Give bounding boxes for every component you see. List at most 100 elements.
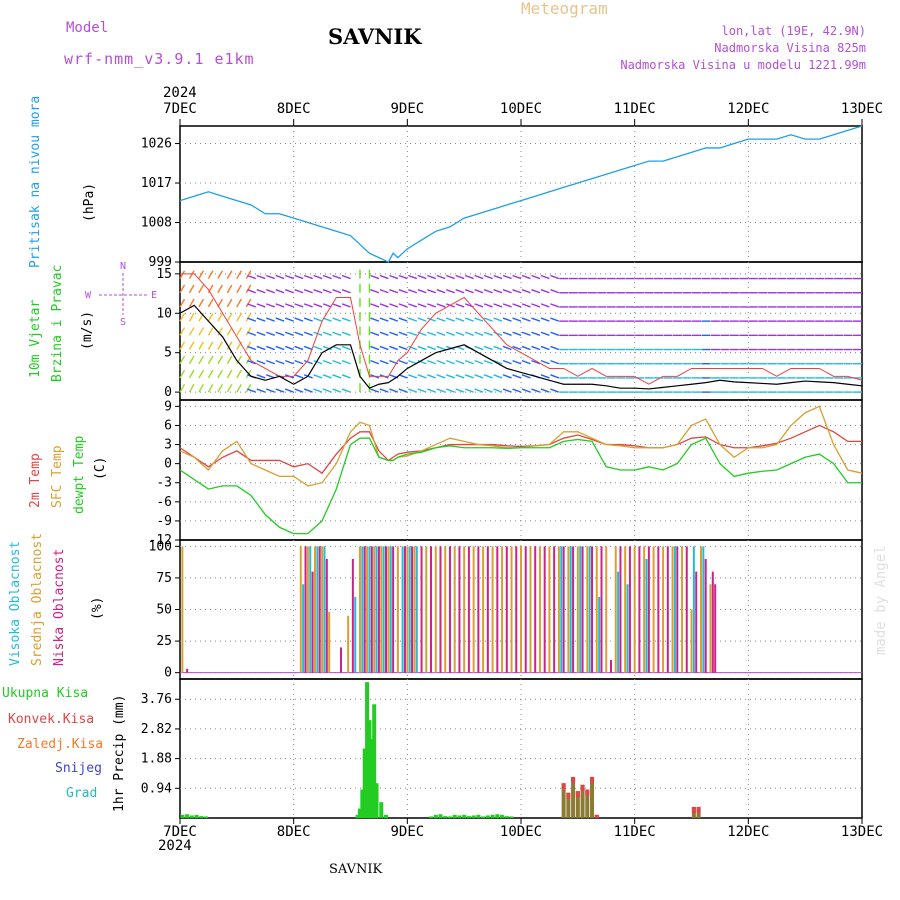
- sfc-temp-line: [179, 405, 863, 487]
- pressure-tick-label: 1026: [141, 137, 172, 152]
- precip-bar: [367, 720, 372, 818]
- wind-arrow: [502, 388, 512, 393]
- wind-arrow: [179, 284, 186, 294]
- precip-bar: [360, 789, 365, 818]
- day-label-top: 7DEC: [163, 101, 197, 117]
- wind-arrow: [483, 388, 493, 393]
- wind-arrow: [322, 359, 332, 365]
- wind-arrow: [540, 374, 550, 379]
- wind-arrow: [294, 388, 304, 393]
- wind-arrow: [313, 274, 323, 280]
- wind-arrow: [226, 298, 233, 308]
- wind-arrow: [408, 374, 418, 379]
- precip-bar: [355, 814, 360, 818]
- temp2m-line: [179, 424, 862, 475]
- wind-arrow: [303, 274, 313, 280]
- legend-hail: Grad: [66, 786, 98, 801]
- wind-arrow: [502, 345, 512, 351]
- wind-arrow: [445, 359, 455, 365]
- wind-arrow: [198, 298, 205, 308]
- wind-arrow: [226, 369, 233, 379]
- wind-arrow: [550, 289, 560, 294]
- wind-arrow: [207, 383, 214, 393]
- wind-arrow: [245, 312, 252, 322]
- precip-bar: [566, 792, 571, 818]
- wind-arrow: [531, 331, 541, 336]
- wind-arrow: [398, 331, 408, 336]
- wind-arrow: [474, 388, 484, 393]
- wind-arrow: [266, 345, 275, 351]
- wind-arrow: [427, 274, 436, 280]
- precip-bar: [429, 816, 434, 818]
- wind-arrow: [266, 374, 275, 379]
- wind-arrow: [474, 331, 484, 336]
- wind-arrow: [521, 374, 531, 379]
- wind-arrow: [245, 383, 252, 393]
- wind-arrow: [550, 331, 560, 336]
- meteogram-title: Meteogram: [521, 0, 608, 18]
- wind-arrow: [294, 331, 304, 336]
- pressure-tick-label: 1008: [141, 216, 172, 231]
- wind-arrow: [370, 303, 380, 308]
- precip-bar: [509, 816, 514, 818]
- wind-arrow: [398, 274, 408, 280]
- wind-arrow: [275, 274, 285, 280]
- wind-arrow: [417, 317, 427, 322]
- wind-arrow: [217, 369, 223, 379]
- wind-arrow: [445, 317, 455, 322]
- wind-arrow: [408, 289, 418, 294]
- wind-arrow: [266, 317, 275, 322]
- wind-arrow: [512, 374, 522, 379]
- precip-conv-bar: [691, 806, 696, 813]
- wind-arrow: [313, 359, 323, 365]
- wind-arrow: [474, 374, 484, 379]
- wind-arrow: [550, 359, 560, 365]
- wind-arrow: [483, 374, 493, 379]
- wind-tick-label: 10: [156, 306, 172, 321]
- wind-arrow: [188, 312, 195, 322]
- wind-arrow: [236, 355, 242, 365]
- wind-arrow: [540, 359, 550, 365]
- wind-arrow: [188, 327, 195, 336]
- wind-arrow: [188, 341, 195, 350]
- wind-arrow: [436, 345, 446, 351]
- wind-arrow: [247, 359, 257, 365]
- precip-bar: [490, 814, 495, 818]
- wind-arrow: [207, 355, 214, 365]
- wind-arrow: [313, 388, 323, 393]
- wind-arrow: [398, 374, 408, 379]
- precip-bar: [185, 814, 190, 818]
- wind-arrow: [417, 388, 427, 393]
- wind-arrow: [408, 331, 418, 336]
- wind-arrow: [275, 359, 285, 365]
- precip-conv-bar: [571, 776, 576, 783]
- wind-arrow: [436, 317, 446, 322]
- temp-tick-label: 3: [164, 438, 172, 453]
- precip-bar: [180, 814, 185, 818]
- wind-arrow: [379, 331, 389, 336]
- precip-bar: [369, 739, 374, 818]
- precip-conv-bar: [561, 783, 566, 790]
- precip-conv-bar: [566, 792, 571, 799]
- wind-arrow: [245, 341, 252, 350]
- wind-arrow: [236, 327, 242, 336]
- wind-arrow: [502, 359, 512, 365]
- wind-arrow: [521, 359, 531, 365]
- precip-bar: [585, 789, 590, 818]
- wind-arrow: [464, 289, 474, 294]
- wind-arrow: [341, 359, 351, 365]
- wind-arrow: [512, 317, 522, 322]
- precip-conv-bar: [590, 776, 595, 783]
- wind-arrow: [531, 359, 541, 365]
- compass-w: W: [85, 290, 92, 301]
- precip-bar: [447, 816, 452, 818]
- wind-arrow: [417, 289, 427, 294]
- wind-arrow: [445, 331, 455, 336]
- wind-arrow: [483, 317, 493, 322]
- wind-arrow: [389, 289, 399, 294]
- wind-compass: N S W E: [85, 261, 157, 328]
- wind-arrow: [540, 289, 550, 294]
- wind-arrow: [294, 303, 304, 308]
- precip-bar: [571, 776, 576, 818]
- wind-arrow: [540, 303, 550, 308]
